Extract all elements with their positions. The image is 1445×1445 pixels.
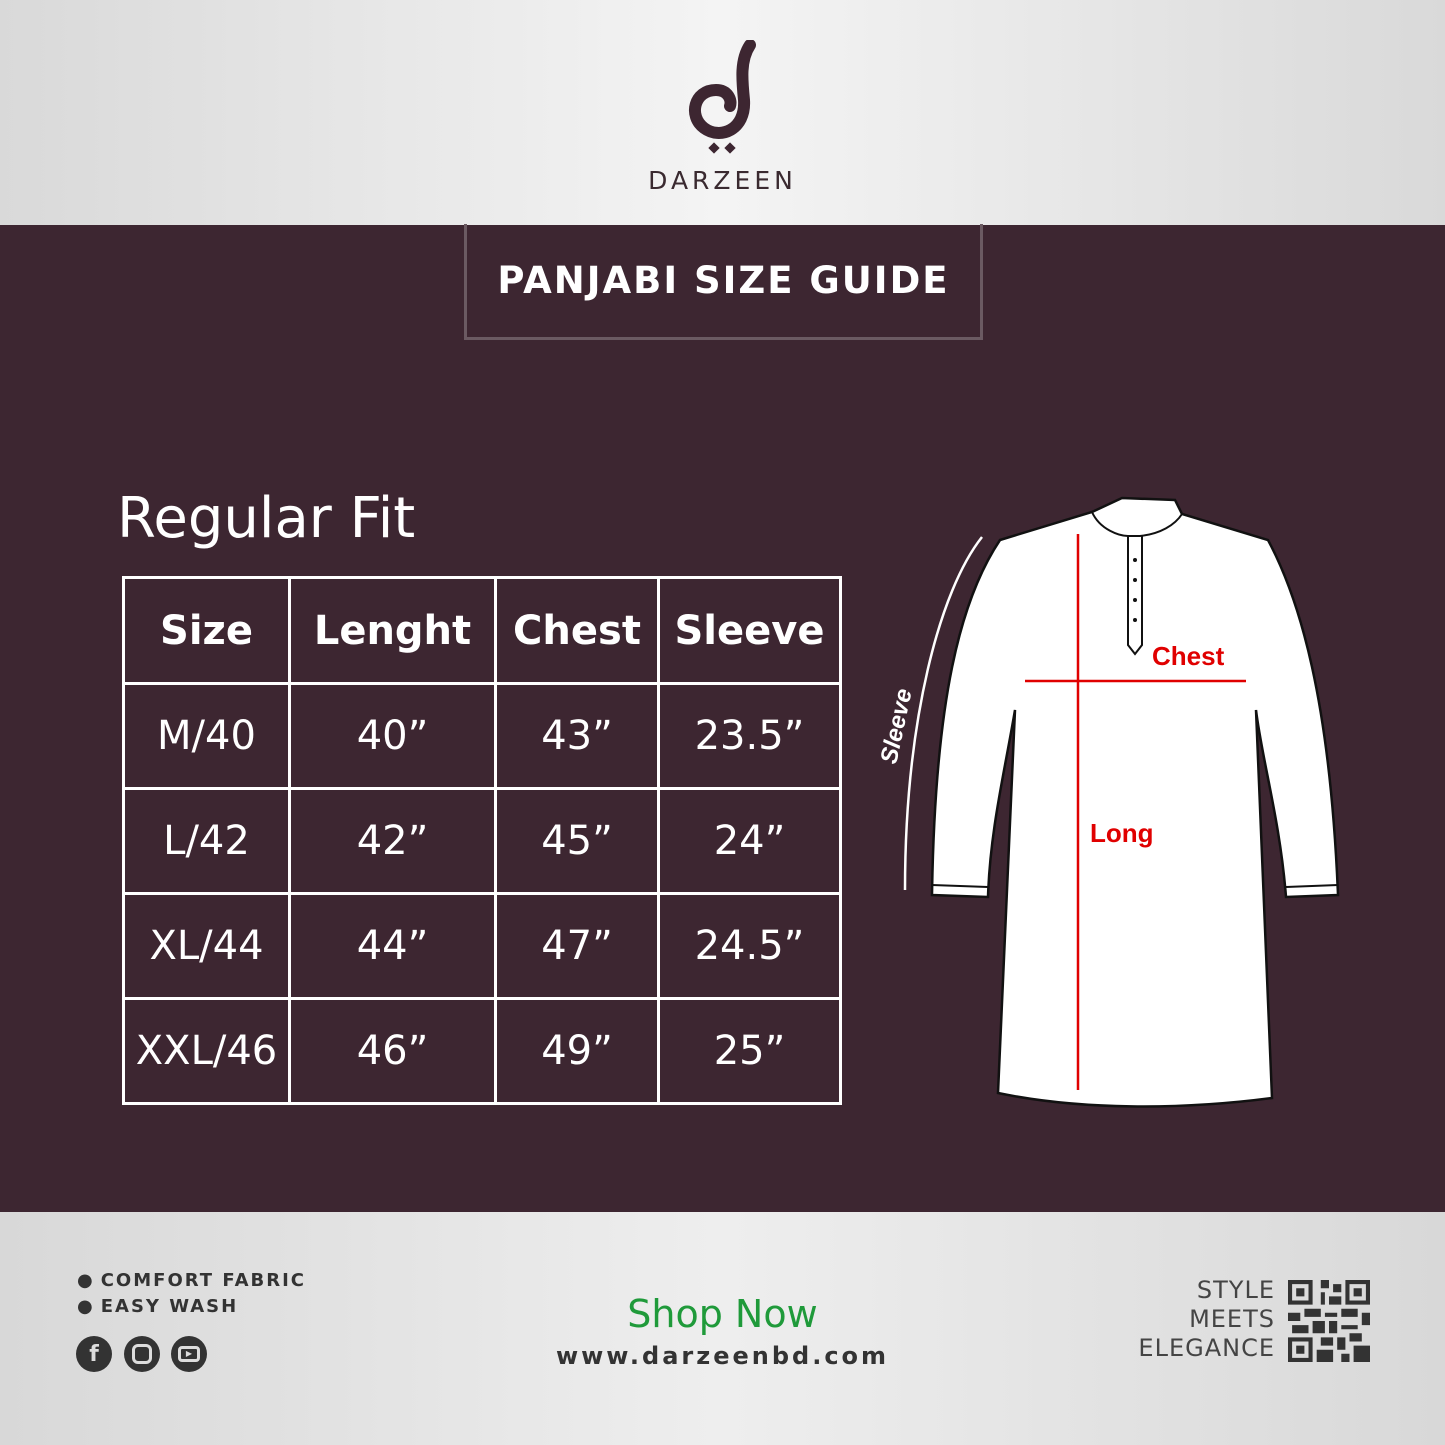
tagline-line: STYLE — [1196, 1276, 1275, 1304]
fit-heading: Regular Fit — [117, 486, 416, 551]
qr-code-icon — [1288, 1280, 1370, 1362]
table-row: XL/44 44” 47” 24.5” — [122, 892, 842, 1000]
header-length: Lenght — [288, 576, 497, 685]
facebook-icon[interactable]: f — [76, 1336, 112, 1372]
table-header-row: Size Lenght Chest Sleeve — [122, 576, 842, 685]
header-chest: Chest — [494, 576, 660, 685]
cell: 25” — [657, 997, 842, 1105]
cell: 24” — [657, 787, 842, 895]
cell: 46” — [288, 997, 497, 1105]
panjabi-outline — [930, 496, 1340, 1108]
cell: 24.5” — [657, 892, 842, 1000]
page-title: PANJABI SIZE GUIDE — [464, 224, 983, 340]
sleeve-arc — [903, 536, 983, 891]
tagline-line: ELEGANCE — [1138, 1334, 1275, 1362]
website-url[interactable]: www.darzeenbd.com — [555, 1342, 890, 1370]
cell: 42” — [288, 787, 497, 895]
cell: XXL/46 — [122, 997, 291, 1105]
cell: 43” — [494, 682, 660, 790]
cell: L/42 — [122, 787, 291, 895]
table-row: L/42 42” 45” 24” — [122, 787, 842, 895]
header-banner — [0, 0, 1445, 225]
cell: XL/44 — [122, 892, 291, 1000]
table-row: M/40 40” 43” 23.5” — [122, 682, 842, 790]
header-size: Size — [122, 576, 291, 685]
cell: 47” — [494, 892, 660, 1000]
feature-item: COMFORT FABRIC — [77, 1270, 306, 1291]
table-row: XXL/46 46” 49” 25” — [122, 997, 842, 1105]
cell: 23.5” — [657, 682, 842, 790]
cell: 49” — [494, 997, 660, 1105]
cell: 45” — [494, 787, 660, 895]
sleeve-label: Sleeve — [875, 686, 917, 766]
instagram-icon[interactable] — [124, 1336, 160, 1372]
tagline-line: MEETS — [1189, 1305, 1275, 1333]
feature-item: EASY WASH — [77, 1296, 238, 1317]
shop-now-link[interactable]: Shop Now — [627, 1292, 818, 1336]
long-label: Long — [1090, 818, 1154, 848]
youtube-icon[interactable]: ▶ — [171, 1336, 207, 1372]
chest-label: Chest — [1152, 641, 1225, 671]
panjabi-diagram: Chest Long Sleeve — [875, 496, 1340, 1108]
darzeen-logo — [689, 40, 756, 154]
cell: 40” — [288, 682, 497, 790]
cell: M/40 — [122, 682, 291, 790]
size-table: Size Lenght Chest Sleeve M/40 40” 43” 23.5”… — [122, 576, 842, 1105]
brand-name: DARZEEN — [648, 166, 797, 195]
footer — [0, 1212, 1445, 1445]
cell: 44” — [288, 892, 497, 1000]
header-sleeve: Sleeve — [657, 576, 842, 685]
